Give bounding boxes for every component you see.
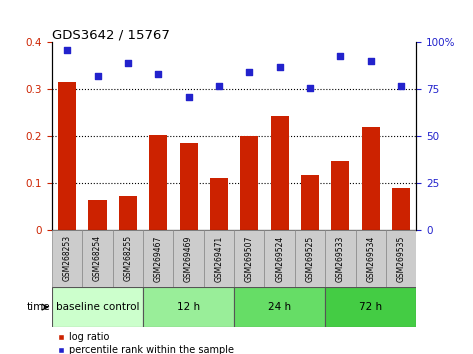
Bar bbox=[295, 230, 325, 287]
Point bbox=[124, 60, 131, 66]
Text: GSM269467: GSM269467 bbox=[154, 235, 163, 282]
Bar bbox=[143, 230, 174, 287]
Text: time: time bbox=[27, 302, 51, 312]
Bar bbox=[325, 230, 356, 287]
Text: GSM269471: GSM269471 bbox=[214, 235, 223, 281]
Point bbox=[63, 47, 71, 53]
Bar bbox=[88, 200, 106, 230]
Bar bbox=[204, 230, 234, 287]
Bar bbox=[179, 143, 198, 230]
Bar bbox=[113, 230, 143, 287]
Text: GSM269535: GSM269535 bbox=[396, 235, 405, 282]
Bar bbox=[149, 135, 167, 230]
Text: GSM268255: GSM268255 bbox=[123, 235, 132, 281]
Text: baseline control: baseline control bbox=[56, 302, 140, 312]
Text: 12 h: 12 h bbox=[177, 302, 200, 312]
Text: GSM268253: GSM268253 bbox=[63, 235, 72, 281]
Bar bbox=[331, 161, 350, 230]
Text: GSM269469: GSM269469 bbox=[184, 235, 193, 282]
Point bbox=[276, 64, 283, 70]
Bar bbox=[119, 196, 137, 230]
Point bbox=[306, 85, 314, 90]
Point bbox=[155, 72, 162, 77]
Point bbox=[94, 73, 101, 79]
Point bbox=[245, 70, 253, 75]
Text: GDS3642 / 15767: GDS3642 / 15767 bbox=[52, 28, 170, 41]
Text: GSM269533: GSM269533 bbox=[336, 235, 345, 282]
Text: GSM269524: GSM269524 bbox=[275, 235, 284, 281]
Bar bbox=[234, 230, 264, 287]
Bar bbox=[210, 178, 228, 230]
Bar bbox=[234, 287, 325, 327]
Text: 24 h: 24 h bbox=[268, 302, 291, 312]
Bar bbox=[271, 116, 289, 230]
Bar bbox=[240, 136, 258, 230]
Bar bbox=[356, 230, 386, 287]
Point bbox=[215, 83, 223, 88]
Point bbox=[397, 83, 405, 88]
Point bbox=[337, 53, 344, 58]
Bar bbox=[82, 230, 113, 287]
Text: GSM269525: GSM269525 bbox=[306, 235, 315, 281]
Bar bbox=[52, 230, 82, 287]
Bar bbox=[52, 287, 143, 327]
Bar bbox=[58, 82, 76, 230]
Bar bbox=[392, 188, 410, 230]
Bar bbox=[301, 175, 319, 230]
Bar bbox=[386, 230, 416, 287]
Text: 72 h: 72 h bbox=[359, 302, 382, 312]
Bar bbox=[361, 127, 380, 230]
Bar bbox=[174, 230, 204, 287]
Text: GSM268254: GSM268254 bbox=[93, 235, 102, 281]
Legend: log ratio, percentile rank within the sample: log ratio, percentile rank within the sa… bbox=[57, 332, 234, 354]
Point bbox=[367, 58, 375, 64]
Text: GSM269507: GSM269507 bbox=[245, 235, 254, 282]
Point bbox=[185, 94, 193, 100]
Bar bbox=[143, 287, 234, 327]
Text: GSM269534: GSM269534 bbox=[366, 235, 375, 282]
Bar bbox=[264, 230, 295, 287]
Bar bbox=[325, 287, 416, 327]
